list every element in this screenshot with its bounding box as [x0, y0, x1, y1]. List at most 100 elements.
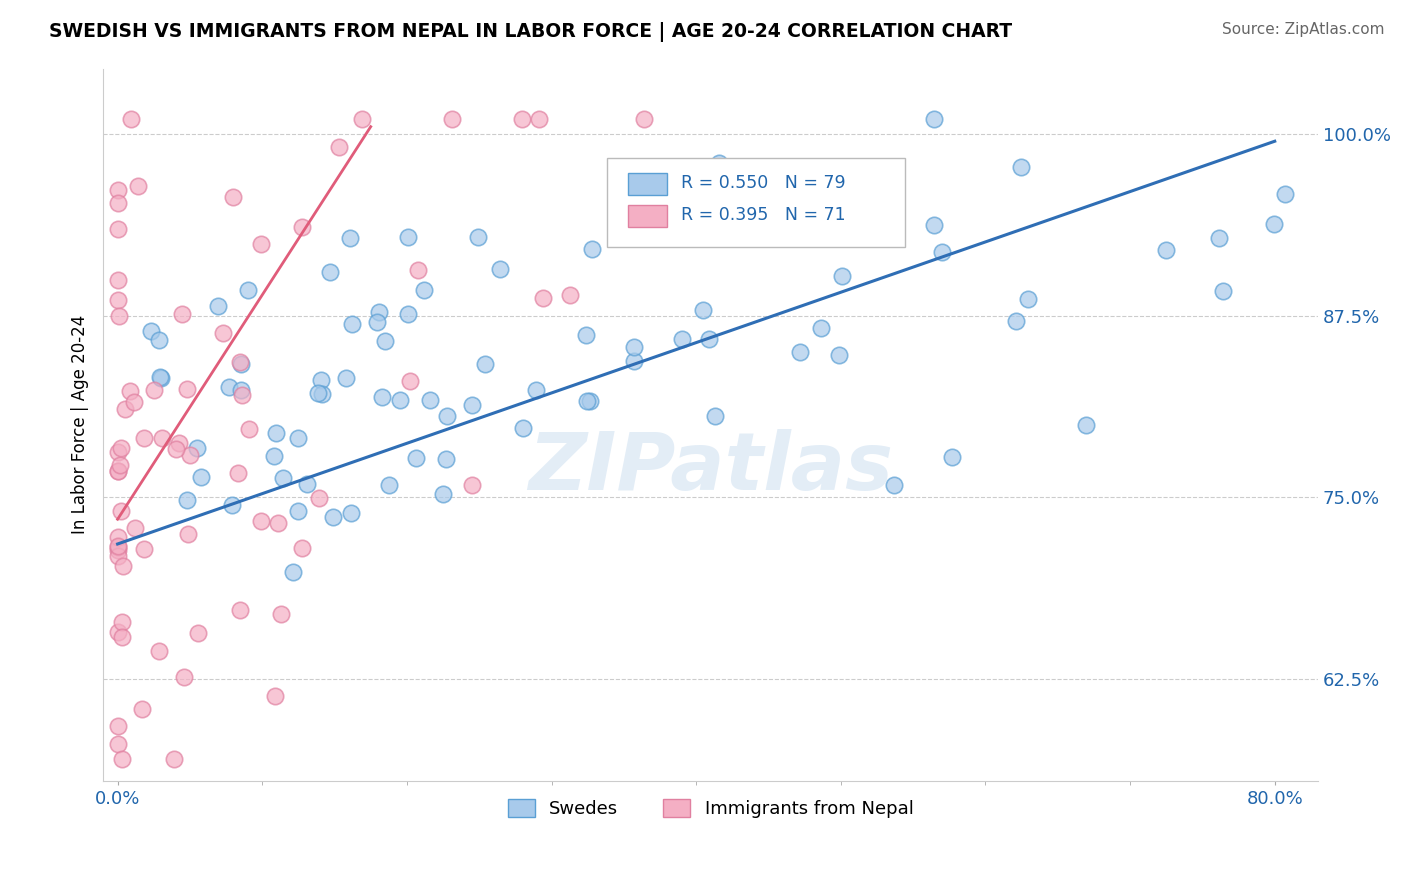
- Point: [524, 383, 547, 397]
- Point: [291, 220, 314, 235]
- Point: [581, 243, 603, 257]
- Point: [107, 464, 129, 478]
- Point: [263, 449, 285, 463]
- Point: [229, 358, 252, 372]
- Point: [1212, 284, 1234, 298]
- Point: [150, 431, 173, 445]
- Point: [922, 112, 945, 127]
- Point: [218, 380, 240, 394]
- Point: [148, 644, 170, 658]
- Point: [148, 333, 170, 347]
- Point: [267, 516, 290, 530]
- Point: [231, 387, 253, 401]
- Point: [176, 383, 198, 397]
- Point: [107, 465, 129, 479]
- Point: [228, 603, 250, 617]
- Point: [434, 451, 457, 466]
- Point: [107, 543, 129, 558]
- Point: [142, 384, 165, 398]
- Point: [107, 540, 129, 554]
- Point: [271, 471, 294, 485]
- Point: [922, 218, 945, 232]
- Point: [221, 498, 243, 512]
- Point: [396, 307, 419, 321]
- Point: [287, 431, 309, 445]
- Point: [396, 229, 419, 244]
- Point: [575, 393, 598, 408]
- Point: [167, 436, 190, 450]
- Point: [212, 326, 235, 340]
- Point: [1274, 186, 1296, 201]
- Point: [187, 625, 209, 640]
- Point: [810, 320, 832, 334]
- Point: [527, 112, 550, 127]
- Point: [110, 441, 132, 455]
- Point: [941, 450, 963, 465]
- Point: [328, 140, 350, 154]
- Point: [405, 451, 427, 466]
- Point: [127, 178, 149, 193]
- Text: R = 0.550   N = 79: R = 0.550 N = 79: [682, 174, 846, 193]
- Point: [162, 752, 184, 766]
- Point: [558, 288, 581, 302]
- Point: [461, 398, 484, 412]
- Point: [295, 477, 318, 491]
- Point: [335, 371, 357, 385]
- Text: Source: ZipAtlas.com: Source: ZipAtlas.com: [1222, 22, 1385, 37]
- Point: [190, 470, 212, 484]
- Point: [340, 318, 363, 332]
- Point: [250, 514, 273, 528]
- Point: [311, 387, 333, 401]
- Point: [717, 176, 740, 190]
- Point: [371, 391, 394, 405]
- Point: [461, 478, 484, 492]
- Point: [207, 299, 229, 313]
- Bar: [628, 204, 666, 227]
- Point: [512, 421, 534, 435]
- Point: [432, 487, 454, 501]
- Point: [703, 409, 725, 423]
- Point: [108, 309, 131, 323]
- Point: [172, 306, 194, 320]
- Point: [111, 630, 134, 644]
- Point: [107, 272, 129, 286]
- Point: [441, 112, 464, 127]
- Point: [287, 503, 309, 517]
- Point: [350, 112, 373, 127]
- Point: [399, 375, 422, 389]
- Point: [831, 268, 853, 283]
- Point: [107, 444, 129, 458]
- Point: [707, 156, 730, 170]
- Point: [107, 293, 129, 308]
- FancyBboxPatch shape: [607, 158, 905, 247]
- Point: [340, 506, 363, 520]
- Point: [177, 527, 200, 541]
- Point: [149, 370, 172, 384]
- Point: [512, 112, 534, 127]
- Point: [1010, 160, 1032, 174]
- Point: [107, 222, 129, 236]
- Point: [623, 340, 645, 354]
- Point: [413, 283, 436, 297]
- Point: [531, 292, 554, 306]
- Point: [236, 283, 259, 297]
- Point: [309, 373, 332, 387]
- Point: [319, 265, 342, 279]
- Point: [229, 355, 252, 369]
- Point: [238, 422, 260, 436]
- Point: [107, 539, 129, 553]
- Point: [1005, 314, 1028, 328]
- Point: [489, 262, 512, 277]
- Point: [107, 183, 129, 197]
- Point: [366, 315, 388, 329]
- Point: [283, 565, 305, 579]
- Point: [264, 426, 287, 441]
- Point: [134, 542, 156, 557]
- Point: [222, 190, 245, 204]
- Point: [186, 441, 208, 455]
- Point: [368, 305, 391, 319]
- Point: [436, 409, 458, 423]
- Point: [173, 670, 195, 684]
- Point: [374, 334, 396, 349]
- Point: [1263, 217, 1285, 231]
